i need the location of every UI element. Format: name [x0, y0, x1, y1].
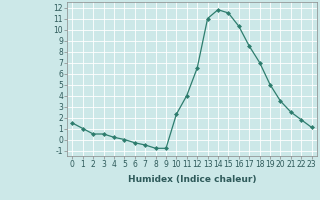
X-axis label: Humidex (Indice chaleur): Humidex (Indice chaleur)	[128, 175, 256, 184]
